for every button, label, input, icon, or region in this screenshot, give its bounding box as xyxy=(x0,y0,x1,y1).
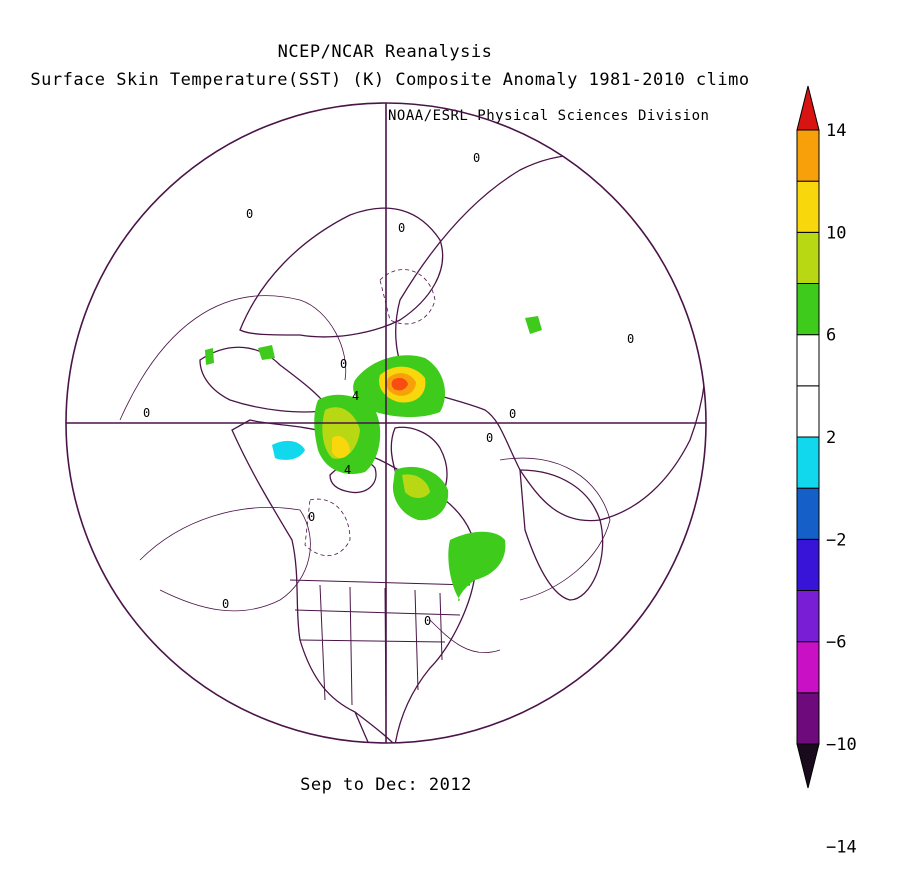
anomaly-patch-labrador xyxy=(448,531,506,601)
credit-text: NOAA/ESRL Physical Sciences Division xyxy=(388,108,710,124)
negative-contour xyxy=(304,269,436,557)
anomaly-patch-hudson-core xyxy=(402,474,430,498)
anomaly-patch-cold xyxy=(272,440,305,460)
anomaly-patch-bering xyxy=(205,348,214,365)
colorbar-cell xyxy=(796,641,820,694)
colorbar-cell xyxy=(796,231,820,284)
contour-label: 0 xyxy=(246,207,253,221)
contour-label: 0 xyxy=(627,332,634,346)
contour-label: 0 xyxy=(424,614,431,628)
colorbar-cell xyxy=(796,283,820,336)
colorbar-end-low xyxy=(796,743,820,789)
polar-map: 0 0 0 0 0 0 0 0 0 0 0 4 4 xyxy=(65,102,707,744)
coastline-eurasia xyxy=(395,154,706,522)
contour-label: 4 xyxy=(344,463,351,477)
contour-label: 0 xyxy=(473,151,480,165)
map-title: NCEP/NCAR Reanalysis xyxy=(277,42,493,62)
colorbar-cell xyxy=(796,487,820,540)
colorbar-tick-label: −2 xyxy=(826,530,846,550)
colorbar-cell xyxy=(796,538,820,591)
colorbar-end-high xyxy=(796,85,820,131)
period-label: Sep to Dec: 2012 xyxy=(300,775,472,795)
colorbar-tick-label: −6 xyxy=(826,633,846,653)
colorbar-tick-label: 14 xyxy=(826,121,846,141)
colorbar-cell xyxy=(796,436,820,489)
contour-label: 0 xyxy=(509,407,516,421)
colorbar-cell xyxy=(796,334,820,387)
colorbar-cell xyxy=(796,590,820,643)
colorbar-cell xyxy=(796,692,820,745)
colorbar-tick-label: 6 xyxy=(826,326,836,346)
colorbar-cell xyxy=(796,180,820,233)
map-rim xyxy=(65,102,707,744)
contour-label: 0 xyxy=(486,431,493,445)
contour-label: 0 xyxy=(340,357,347,371)
contour-label: 0 xyxy=(143,406,150,420)
anomaly-patch-alaska xyxy=(258,345,275,360)
coastline-central-america xyxy=(354,711,386,743)
colorbar-tick-label: 10 xyxy=(826,223,846,243)
contour-label: 4 xyxy=(352,389,359,403)
colorbar-tick-label: 2 xyxy=(826,428,836,448)
coastline-asia-north xyxy=(239,207,444,338)
anomaly-patch-siberia xyxy=(525,316,542,334)
colorbar-cell xyxy=(796,129,820,182)
colorbar-tick-label: −14 xyxy=(826,837,857,857)
map-subtitle: Surface Skin Temperature(SST) (K) Compos… xyxy=(30,70,750,90)
contour-label: 0 xyxy=(222,597,229,611)
contour-label: 0 xyxy=(398,221,405,235)
colorbar-cell xyxy=(796,385,820,438)
colorbar-tick-label: −10 xyxy=(826,735,857,755)
anomaly-patch-beaufort-core-2 xyxy=(332,435,350,458)
coastline-africa xyxy=(519,469,604,601)
contour-label: 0 xyxy=(308,510,315,524)
anomaly-patch-barents-core-3 xyxy=(391,377,408,391)
anomaly-patch-beaufort-core xyxy=(322,407,360,459)
